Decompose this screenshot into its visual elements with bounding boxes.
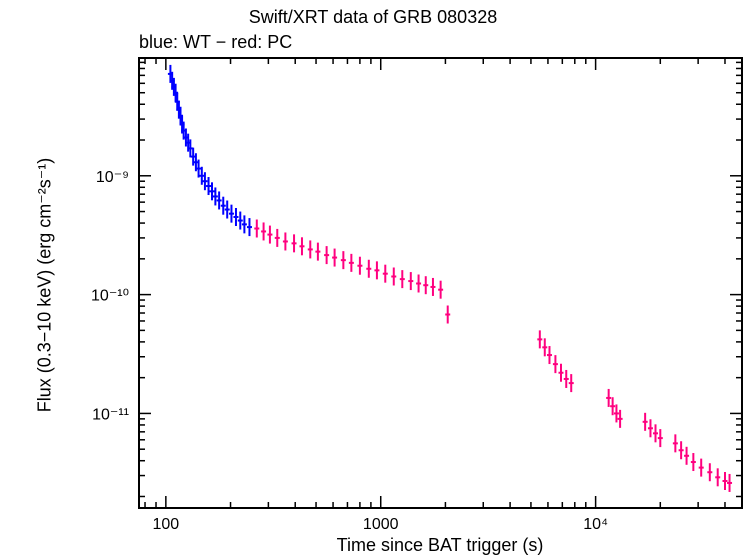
data-point-pc — [438, 280, 444, 299]
data-point-pc — [617, 409, 623, 428]
data-point-wt — [241, 215, 247, 234]
data-point-wt — [199, 166, 205, 185]
data-point-pc — [332, 248, 338, 267]
data-point-pc — [552, 355, 558, 374]
x-tick-label: 1000 — [363, 516, 399, 533]
data-point-wt — [228, 204, 234, 223]
data-point-wt — [216, 191, 222, 210]
plot-frame — [138, 57, 743, 509]
data-point-pc — [698, 458, 704, 477]
data-point-pc — [291, 234, 297, 253]
data-point-pc — [408, 272, 414, 291]
data-point-pc — [340, 251, 346, 270]
data-point-pc — [727, 473, 733, 492]
x-axis-label: Time since BAT trigger (s) — [336, 535, 544, 555]
data-point-pc — [690, 453, 696, 472]
data-point-pc — [416, 274, 422, 293]
data-point-pc — [558, 363, 564, 382]
data-point-pc — [261, 222, 267, 241]
data-point-wt — [202, 172, 208, 191]
y-axis-label: Flux (0.3−10 keV) (erg cm⁻²s⁻¹) — [34, 157, 55, 413]
data-point-wt — [190, 147, 196, 166]
data-point-pc — [399, 270, 405, 289]
data-point-wt — [233, 207, 239, 226]
y-tick-label: 10⁻⁹ — [96, 169, 129, 186]
data-point-pc — [445, 305, 451, 324]
data-point-wt — [209, 182, 215, 201]
data-point-pc — [672, 434, 678, 453]
data-point-pc — [657, 429, 663, 448]
data-marks — [167, 64, 733, 492]
data-point-pc — [606, 388, 612, 407]
chart-subtitle: blue: WT − red: PC — [139, 32, 293, 52]
data-point-wt — [224, 200, 230, 219]
data-point-pc — [430, 277, 436, 296]
data-point-wt — [237, 211, 243, 230]
data-point-pc — [546, 346, 552, 365]
data-point-wt — [187, 139, 193, 158]
data-point-pc — [613, 404, 619, 423]
data-point-wt — [220, 196, 226, 215]
data-point-pc — [563, 369, 569, 388]
axis-ticks: 100 1000 10⁴ 10⁻⁹ 10⁻¹⁰ 10⁻¹¹ — [91, 58, 742, 533]
data-point-pc — [307, 240, 313, 259]
data-point-wt — [206, 177, 212, 196]
data-point-pc — [684, 446, 690, 465]
data-point-pc — [423, 276, 429, 295]
data-point-pc — [374, 261, 380, 280]
data-point-pc — [542, 338, 548, 357]
data-point-pc — [391, 267, 397, 286]
data-point-pc — [642, 412, 648, 431]
data-point-wt — [212, 187, 218, 206]
data-point-pc — [722, 471, 728, 490]
data-point-pc — [707, 463, 713, 482]
x-tick-label: 100 — [152, 516, 179, 533]
data-point-pc — [537, 330, 543, 349]
y-tick-label: 10⁻¹¹ — [92, 406, 129, 423]
data-point-pc — [647, 419, 653, 438]
data-point-pc — [324, 246, 330, 265]
chart-title: Swift/XRT data of GRB 080328 — [248, 7, 498, 27]
data-point-pc — [348, 253, 354, 272]
data-point-pc — [568, 374, 574, 393]
data-point-pc — [267, 225, 273, 244]
data-point-pc — [282, 232, 288, 251]
data-point-pc — [274, 228, 280, 247]
data-point-pc — [357, 256, 363, 275]
y-tick-label: 10⁻¹⁰ — [91, 288, 129, 305]
data-point-wt — [196, 159, 202, 178]
x-tick-label: 10⁴ — [583, 516, 608, 533]
data-point-pc — [366, 259, 372, 278]
data-point-pc — [653, 424, 659, 443]
data-point-pc — [299, 237, 305, 256]
data-point-pc — [678, 441, 684, 460]
data-point-pc — [315, 242, 321, 261]
data-point-pc — [715, 468, 721, 487]
data-point-pc — [610, 397, 616, 416]
data-point-pc — [254, 219, 260, 238]
data-point-wt — [246, 218, 252, 237]
data-point-pc — [382, 264, 388, 283]
